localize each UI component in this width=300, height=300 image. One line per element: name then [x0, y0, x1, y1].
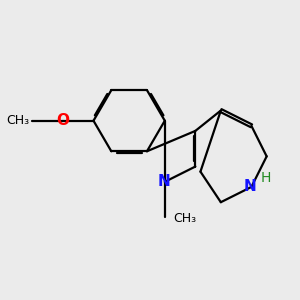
Text: CH₃: CH₃ [7, 114, 30, 127]
Text: N: N [157, 174, 170, 189]
Text: H: H [260, 171, 271, 185]
Text: CH₃: CH₃ [174, 212, 197, 225]
Text: N: N [244, 179, 256, 194]
Text: O: O [56, 113, 69, 128]
